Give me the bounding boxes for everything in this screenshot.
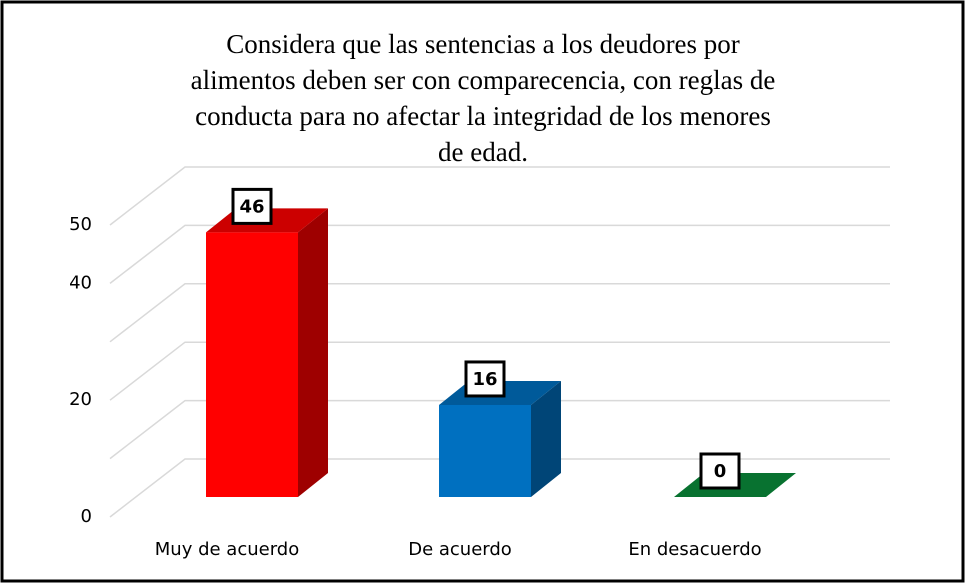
y-tick-label: 50 — [69, 214, 92, 235]
x-tick-label: Muy de acuerdo — [155, 539, 299, 560]
y-tick-label: 20 — [69, 389, 92, 410]
grid-line — [109, 399, 890, 460]
bar-side — [298, 208, 328, 498]
value-label: 46 — [239, 196, 264, 217]
grid-line — [109, 224, 890, 284]
x-tick-label: De acuerdo — [408, 539, 512, 560]
bar — [206, 208, 328, 498]
grid-line — [109, 458, 890, 518]
bar-front — [439, 404, 531, 497]
value-label: 16 — [472, 369, 497, 390]
x-tick-label: En desacuerdo — [628, 539, 761, 560]
y-tick-label: 40 — [69, 272, 92, 293]
grid-line — [109, 283, 890, 343]
grid-line — [109, 166, 890, 226]
value-label-box — [699, 452, 741, 490]
value-label-box — [464, 360, 506, 398]
grid-line — [109, 341, 890, 401]
value-label-box — [231, 187, 273, 225]
bar — [439, 380, 561, 497]
y-tick-label: 0 — [81, 506, 92, 527]
bar-front — [206, 232, 298, 498]
bar-side — [531, 380, 561, 497]
chart-title: Considera que las sentencias a los deudo… — [191, 29, 776, 167]
value-label: 0 — [714, 461, 727, 482]
